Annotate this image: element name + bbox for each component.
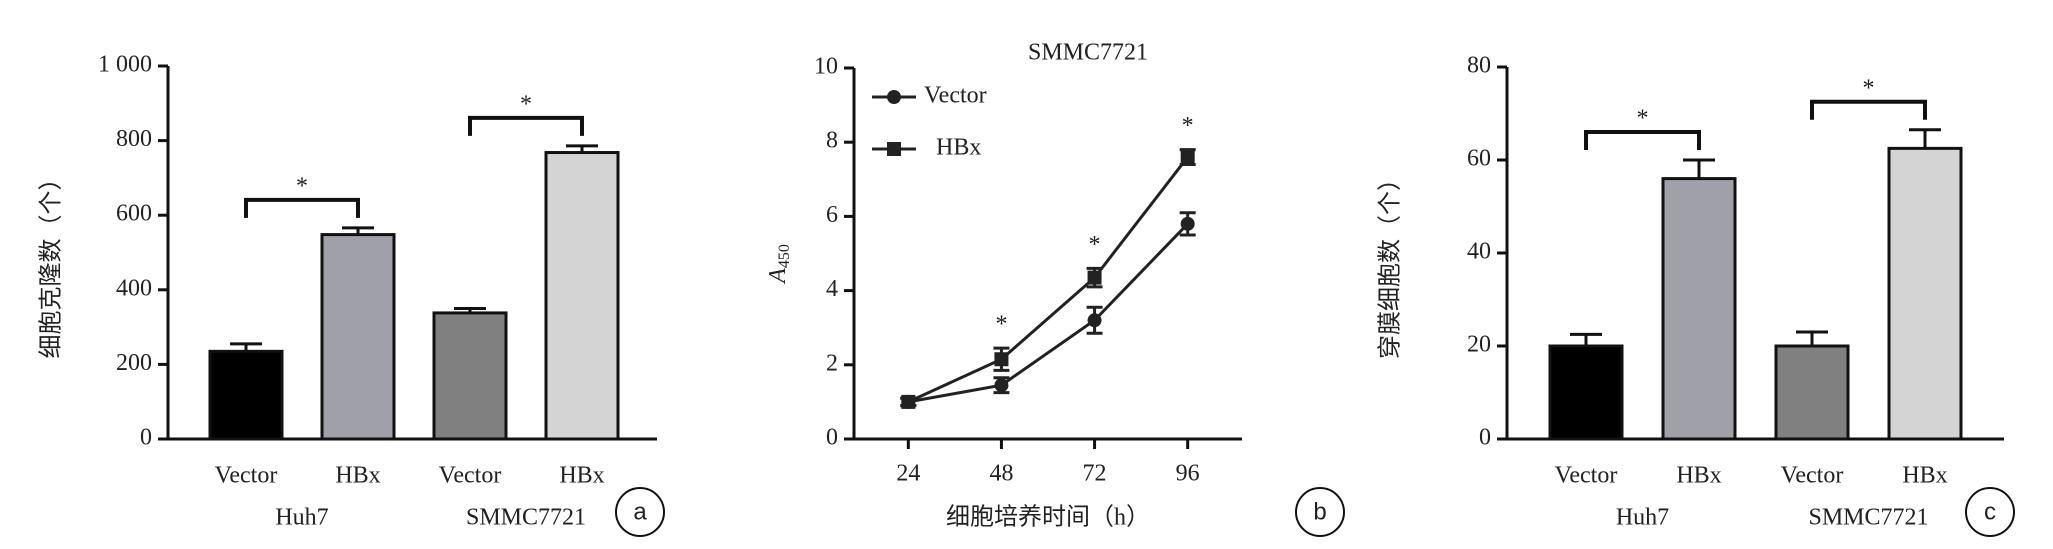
significance-bracket [1584,130,1701,150]
legend-label: Vector [924,83,987,109]
y-tick-label: 4 [826,276,838,302]
group-label: SMMC7721 [1808,505,1928,531]
bar [432,311,508,441]
panel-label: b [1313,498,1326,525]
x-tick-label: Vector [439,463,502,489]
panel-label: a [633,498,647,525]
point [994,378,1009,393]
y-tick-label: 1 000 [98,52,152,78]
legend-label: HBx [936,135,981,161]
y-tick-label: 800 [116,126,152,152]
x-tick-label: Vector [1555,463,1618,489]
y-tick-label: 60 [1467,146,1491,172]
x-tick-label: HBx [1902,463,1947,489]
y-label-sub: 450 [776,244,793,268]
bar [208,349,284,441]
x-tick-label: 96 [1176,461,1200,487]
y-tick-label: 10 [814,54,838,80]
y-tick-label: 0 [1479,425,1491,451]
x-tick-label: HBx [559,463,604,489]
y-tick-label: 0 [140,425,152,451]
bar [1887,146,1963,441]
y-tick-label: 600 [116,201,152,227]
point [887,142,901,156]
y-axis-label: A450 [765,244,793,285]
y-tick-label: 40 [1467,239,1491,265]
y-tick-label: 80 [1467,53,1491,79]
y-tick-label: 2 [826,350,838,376]
point [994,352,1009,367]
point [901,394,916,409]
significance-star: * [296,173,308,199]
x-tick-label: 48 [989,461,1013,487]
panel-label: c [1984,498,1996,525]
x-tick-label: Vector [1781,463,1844,489]
bar [320,233,396,441]
y-label-main: A [765,268,791,285]
line [907,156,1189,404]
bar [1774,344,1850,441]
x-tick-label: Vector [215,463,278,489]
point [1180,216,1195,231]
group-label: SMMC7721 [466,505,586,531]
x-tick-label: 72 [1083,461,1107,487]
significance-star: * [995,312,1007,338]
significance-star: * [1637,106,1649,132]
point [1180,150,1195,165]
significance-star: * [1863,75,1875,101]
chart-title: SMMC7721 [1028,40,1148,66]
bar [1548,344,1624,441]
bar [544,151,620,441]
y-tick-label: 400 [116,275,152,301]
panel-circle [1965,487,2015,537]
significance-star: * [520,91,532,117]
y-tick-label: 8 [826,128,838,154]
x-tick-label: HBx [335,463,380,489]
panel-circle [1295,487,1345,537]
x-tick-label: HBx [1676,463,1721,489]
y-axis-label: 穿膜细胞数（个） [1377,167,1404,359]
y-tick-label: 20 [1467,332,1491,358]
group-label: Huh7 [1616,505,1669,531]
panel-circle [615,487,665,537]
significance-bracket [1810,99,1927,120]
significance-bracket [244,197,360,218]
y-tick-label: 6 [826,202,838,228]
point [887,90,901,104]
x-axis-label: 细胞培养时间（h） [946,504,1150,531]
y-tick-label: 200 [116,350,152,376]
y-axis-label: 细胞克隆数（个） [38,167,65,359]
point [1087,313,1102,328]
line [908,222,1189,404]
significance-star: * [1182,113,1194,139]
point [1087,270,1102,285]
x-tick-label: 24 [896,461,920,487]
y-tick-label: 0 [826,425,838,451]
significance-star: * [1089,232,1101,258]
group-label: Huh7 [275,505,328,531]
bar [1661,177,1737,441]
significance-bracket [468,115,584,136]
